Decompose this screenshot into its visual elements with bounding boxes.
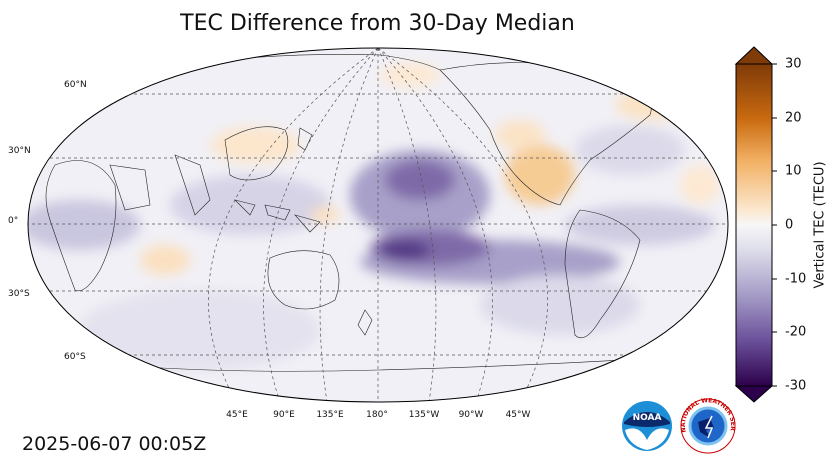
colorbar-label: Vertical TEC (TECU) [812, 161, 828, 289]
lat-label-30s: 30°S [8, 289, 30, 299]
colorbar-tick-0: 0 [785, 217, 794, 233]
lon-label-135e: 135°E [316, 410, 344, 420]
lon-label-45e: 45°E [226, 410, 248, 420]
colorbar-tick-30: 30 [785, 56, 802, 72]
lat-label-60n: 60°N [64, 80, 87, 90]
colorbar-tick-neg30: -30 [785, 378, 807, 394]
noaa-logo-text: NOAA [633, 413, 662, 423]
colorbar-upper-extension [734, 46, 774, 65]
globe-outline [27, 47, 729, 403]
colorbar-tick-neg10: -10 [785, 271, 807, 287]
lon-label-135w: 135°W [408, 410, 440, 420]
lon-label-90e: 90°E [273, 410, 295, 420]
colorbar-gradient [735, 63, 773, 387]
lat-label-60s: 60°S [64, 352, 86, 362]
colorbar-tick-neg20: -20 [785, 324, 807, 340]
colorbar-tick-10: 10 [785, 163, 802, 179]
noaa-logo: NOAA [622, 401, 672, 451]
lon-label-90w: 90°W [458, 410, 484, 420]
lat-label-equator: 0° [8, 216, 19, 226]
colorbar [734, 46, 777, 403]
nws-logo: NATIONAL WEATHER SERVICE [680, 398, 736, 454]
lon-label-180: 180° [366, 410, 388, 420]
timestamp: 2025-06-07 00:05Z [22, 433, 207, 455]
lat-label-30n: 30°N [8, 146, 31, 156]
globe-surface [28, 48, 728, 402]
map-title: TEC Difference from 30-Day Median [180, 11, 575, 36]
colorbar-lower-extension [734, 385, 774, 403]
colorbar-tick-20: 20 [785, 110, 802, 126]
lon-label-45w: 45°W [505, 410, 531, 420]
graticule [28, 48, 728, 402]
